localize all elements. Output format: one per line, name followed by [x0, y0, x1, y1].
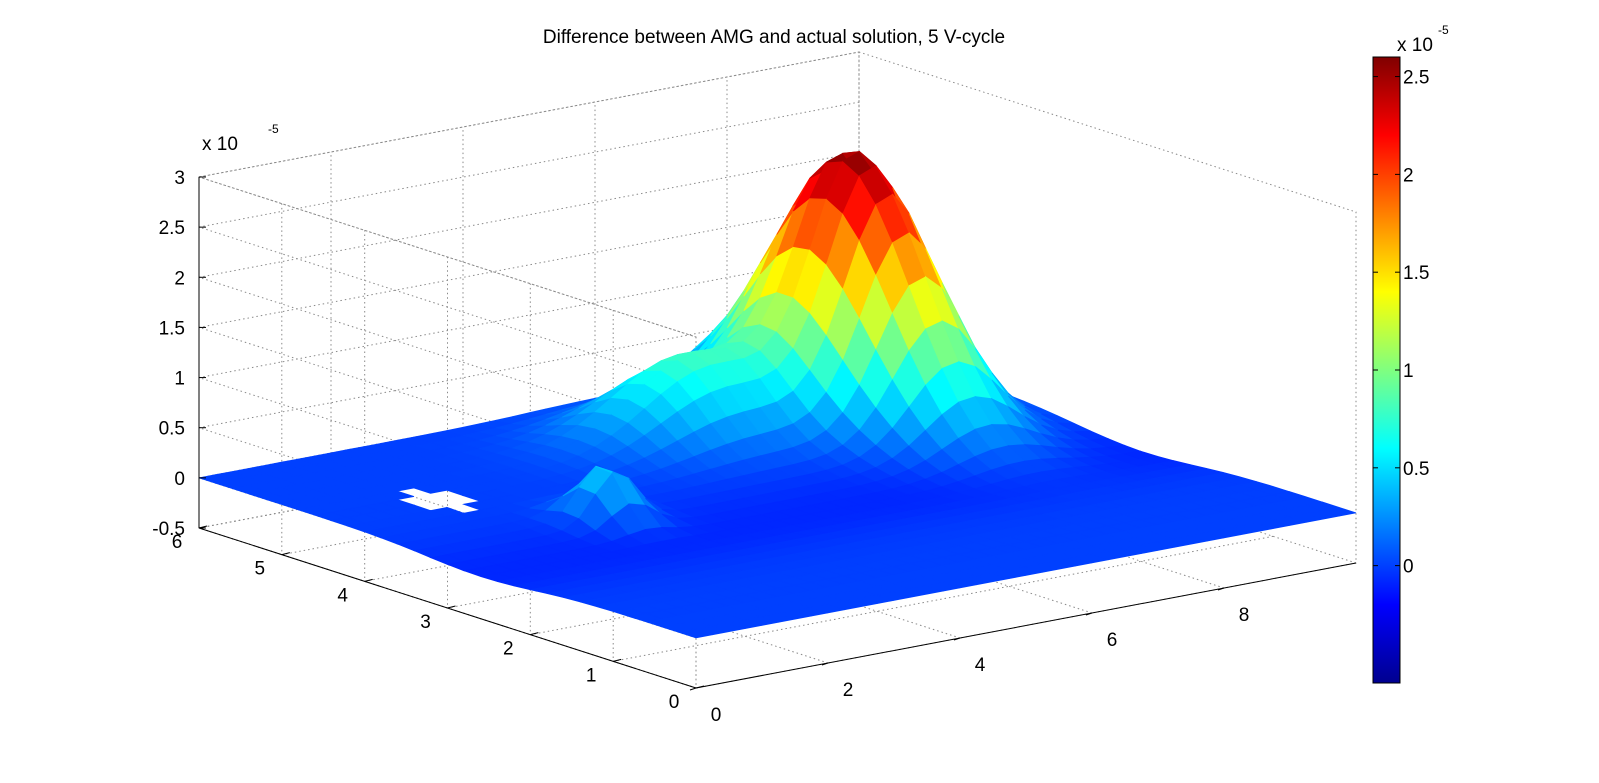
colorbar-tick-label: 0.5 — [1403, 459, 1429, 480]
colorbar: x 10 -5 0 0.5 1 1.5 2 2.5 — [1372, 23, 1449, 684]
x-tick-label: 2 — [843, 680, 854, 701]
y-tick-mark — [447, 605, 456, 609]
y-tick-label: 4 — [337, 585, 348, 606]
colorbar-multiplier-base: x 10 — [1397, 35, 1433, 56]
y-tick-label: 3 — [420, 612, 431, 633]
z-multiplier-base: x 10 — [202, 134, 238, 155]
surface-patch — [380, 490, 415, 501]
z-tick-label: 3 — [174, 168, 185, 189]
z-tick-label: -0.5 — [152, 519, 185, 540]
y-tick-label: 6 — [172, 532, 183, 553]
y-tick-mark — [281, 552, 290, 556]
colorbar-tick-label: 2.5 — [1403, 68, 1429, 89]
z-tick-label: 1.5 — [159, 318, 185, 339]
z-tick-label: 2.5 — [159, 218, 185, 239]
x-tick-mark — [1217, 587, 1225, 591]
z-tick-label: 2 — [174, 268, 185, 289]
colorbar-tick-label: 0 — [1403, 557, 1414, 578]
colorbar-multiplier-exponent: -5 — [1438, 23, 1449, 37]
y-tick-mark — [364, 578, 373, 582]
x-tick-label: 0 — [711, 705, 722, 726]
z-axis-multiplier: x 10 -5 — [202, 122, 279, 155]
chart-title: Difference between AMG and actual soluti… — [543, 27, 1005, 48]
z-tick-label: 1 — [174, 369, 185, 390]
y-tick-mark — [613, 658, 622, 662]
x-tick-mark — [953, 637, 961, 641]
x-tick-mark — [689, 687, 697, 691]
y-tick-label: 0 — [669, 692, 680, 713]
surface-patch — [1322, 507, 1357, 517]
y-tick-mark — [695, 685, 705, 689]
x-tick-label: 8 — [1239, 605, 1250, 626]
z-multiplier-exponent: -5 — [268, 122, 279, 136]
z-tick-label: 0 — [174, 469, 185, 490]
y-tick-label: 1 — [586, 665, 597, 686]
surface-plot — [198, 151, 1357, 639]
x-tick-label: 6 — [1107, 630, 1118, 651]
colorbar-tick-label: 1 — [1403, 361, 1414, 382]
x-tick-label: 4 — [975, 655, 986, 676]
colorbar-tick-label: 2 — [1403, 165, 1414, 186]
x-axis-line — [695, 562, 1357, 689]
x-tick-mark — [821, 662, 829, 666]
colorbar-tick-label: 1.5 — [1403, 263, 1429, 284]
y-tick-mark — [530, 632, 539, 636]
z-tick-label: 0.5 — [159, 419, 185, 440]
y-tick-label: 5 — [255, 559, 266, 580]
y-tick-label: 2 — [503, 639, 514, 660]
x-tick-mark — [1085, 612, 1093, 616]
